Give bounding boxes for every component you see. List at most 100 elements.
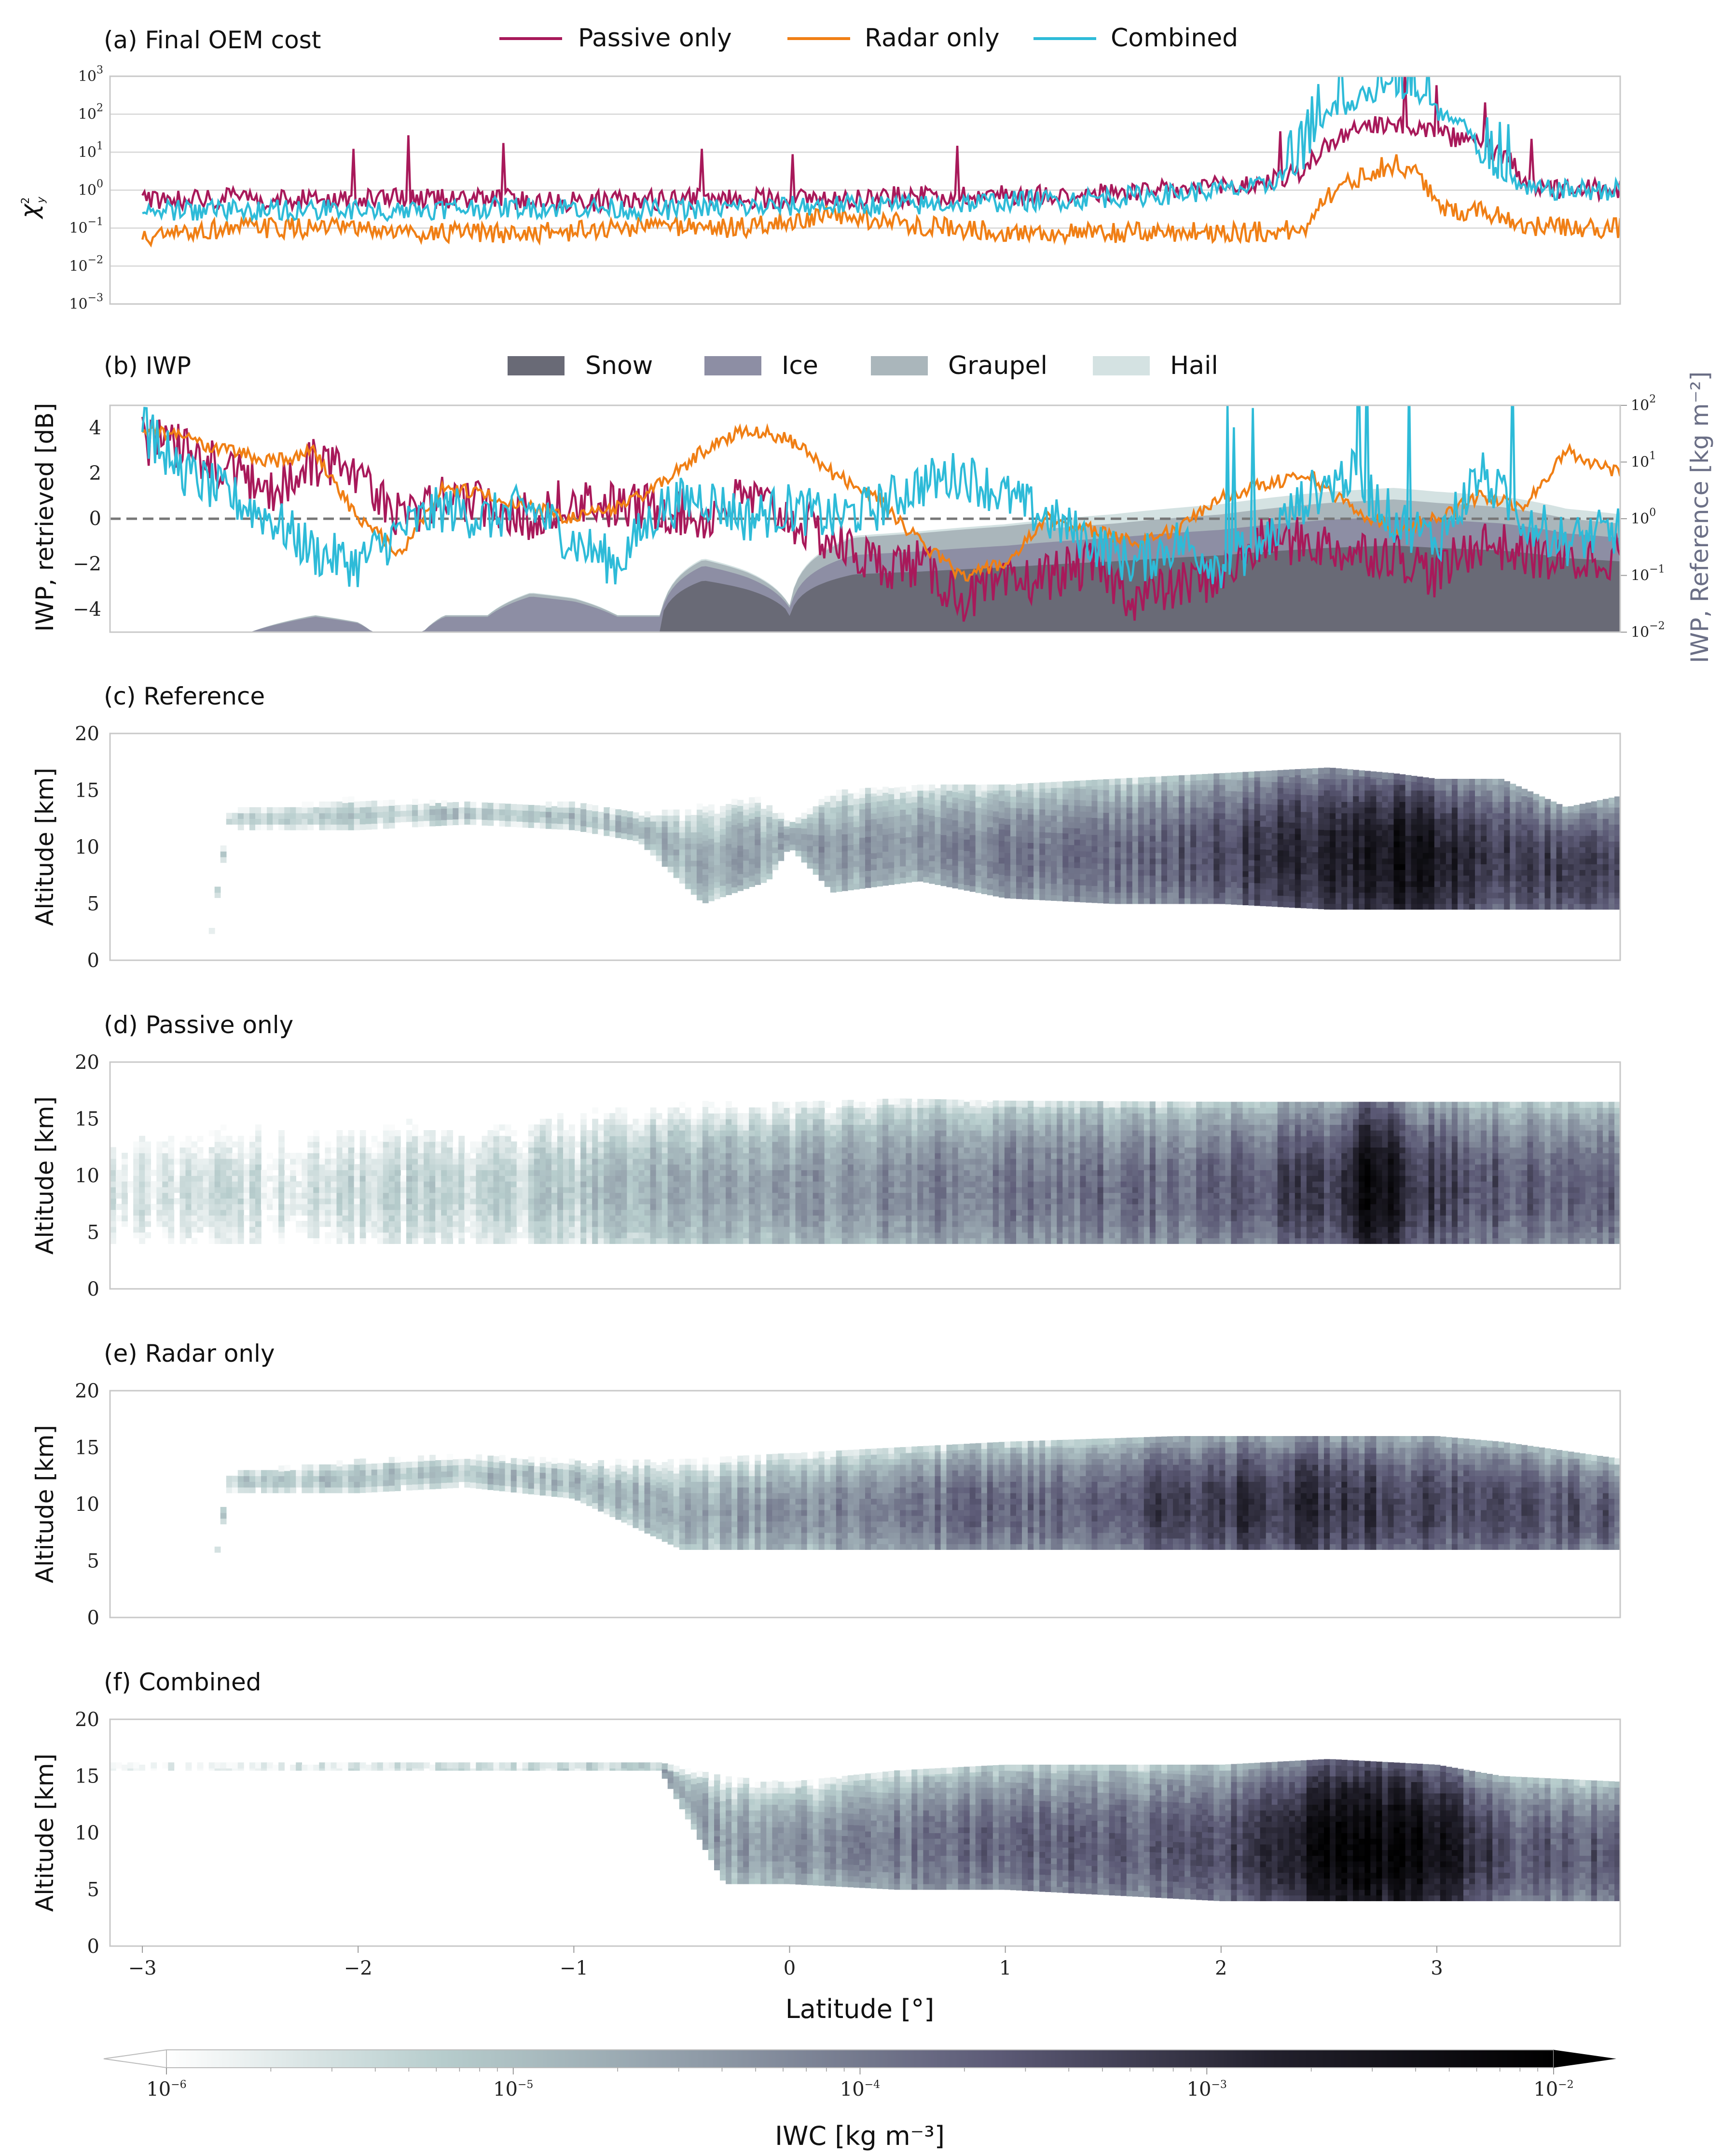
panel-c-cell <box>1300 811 1307 818</box>
panel-d-cell <box>133 1203 139 1210</box>
panel-c-cell <box>1376 772 1383 778</box>
panel-d-cell <box>354 1221 360 1227</box>
panel-d-cell <box>168 1170 175 1176</box>
panel-c-cell <box>1405 829 1412 836</box>
panel-c-cell <box>580 809 587 815</box>
panel-c-cell <box>1336 773 1342 779</box>
panel-c-cell <box>1022 848 1028 854</box>
panel-c-cell <box>1143 881 1150 887</box>
panel-d-cell <box>522 1198 529 1204</box>
panel-c-cell <box>1388 886 1394 893</box>
panel-d-cell <box>162 1170 169 1176</box>
panel-c-cell <box>877 846 883 853</box>
panel-d-cell <box>383 1170 389 1176</box>
panel-c-cell <box>1097 806 1104 813</box>
panel-c-cell <box>1446 870 1452 876</box>
panel-c-cell <box>1463 790 1470 797</box>
panel-c-cell <box>1115 818 1121 825</box>
panel-d-cell <box>505 1135 511 1142</box>
panel-c-cell <box>1028 888 1034 894</box>
panel-c-cell <box>1428 813 1435 819</box>
panel-c-cell <box>1533 813 1540 819</box>
panel-c-cell <box>278 824 285 830</box>
panel-d-cell <box>331 1175 337 1182</box>
panel-c-cell <box>1318 892 1324 898</box>
panel-c-cell <box>1225 779 1232 786</box>
panel-c-cell <box>998 874 1005 881</box>
panel-c-cell <box>1266 792 1272 799</box>
panel-c-cell <box>1185 875 1191 882</box>
panel-d-cell <box>377 1181 384 1188</box>
panel-c-cell <box>243 818 250 825</box>
panel-c-cell <box>1109 858 1116 864</box>
panel-c-cell <box>412 821 418 828</box>
panel-c-cell <box>888 839 895 845</box>
panel-d-cell <box>464 1187 471 1193</box>
panel-c-cell <box>1161 784 1168 791</box>
panel-d-cell <box>487 1164 494 1171</box>
panel-c-cell <box>1457 898 1464 904</box>
panel-c-cell <box>935 788 941 794</box>
panel-c-cell <box>1028 802 1034 809</box>
panel-c-cell <box>1242 887 1249 894</box>
panel-c-cell <box>1132 858 1139 865</box>
panel-c-cell <box>1277 788 1284 794</box>
panel-c-cell <box>1353 813 1359 819</box>
panel-c-cell <box>1533 829 1540 836</box>
panel-c-cell <box>1341 818 1348 825</box>
panel-d-cell <box>516 1215 523 1221</box>
panel-d-cell <box>429 1147 436 1153</box>
panel-c-cell <box>755 856 761 862</box>
panel-c-cell <box>1440 807 1446 814</box>
panel-c-cell <box>824 835 831 842</box>
panel-c-cell <box>1388 898 1394 904</box>
panel-c-cell <box>1103 880 1110 887</box>
panel-c-cell <box>906 791 912 798</box>
panel-c-cell <box>1074 800 1081 806</box>
panel-c-cell <box>726 849 732 856</box>
panel-c-cell <box>1155 835 1162 842</box>
panel-c-cell <box>743 809 749 815</box>
panel-c-cell <box>1208 784 1214 791</box>
panel-c-cell <box>935 828 941 834</box>
panel-d-cell <box>388 1164 395 1171</box>
panel-c-cell <box>1440 796 1446 802</box>
panel-c-cell <box>1539 818 1545 825</box>
panel-c-cell <box>1155 864 1162 870</box>
panel-c-cell <box>1080 890 1087 897</box>
panel-d-cell <box>516 1147 523 1153</box>
panel-c-cell <box>1602 875 1609 882</box>
panel-c-cell <box>1103 892 1110 898</box>
panel-d-cell <box>400 1187 407 1193</box>
panel-e-title: (e) Radar only <box>104 1340 275 1368</box>
panel-c-cell <box>702 880 709 886</box>
panel-c-cell <box>1300 783 1307 789</box>
panel-c-cell <box>1510 818 1516 825</box>
panel-c-cell <box>1237 791 1243 798</box>
panel-c-cell <box>992 794 999 800</box>
panel-c-cell <box>1492 892 1499 898</box>
panel-c-cell <box>1469 898 1475 904</box>
panel-d-cell <box>255 1192 262 1199</box>
panel-c-cell <box>1475 864 1481 870</box>
panel-d-cell <box>290 1175 296 1182</box>
panel-d-cell <box>313 1135 320 1142</box>
panel-c-cell <box>935 822 941 829</box>
panel-d-cell <box>499 1124 506 1131</box>
panel-c-cell <box>702 840 709 847</box>
panel-c-cell <box>604 807 610 814</box>
panel-c-cell <box>877 841 883 847</box>
panel-c-cell <box>1585 881 1592 887</box>
panel-c-cell <box>830 886 837 893</box>
panel-c-cell <box>906 825 912 832</box>
panel-c-cell <box>1515 870 1522 876</box>
panel-c-cell <box>1161 824 1168 830</box>
panel-d-cell <box>539 1198 546 1204</box>
panel-c-cell <box>464 807 471 814</box>
panel-c-cell <box>1185 824 1191 830</box>
panel-c-cell <box>1341 886 1348 893</box>
panel-c-cell <box>1277 850 1284 857</box>
panel-c-cell <box>1597 875 1603 882</box>
panel-c-cell <box>1417 824 1423 830</box>
panel-d-cell <box>534 1164 540 1171</box>
